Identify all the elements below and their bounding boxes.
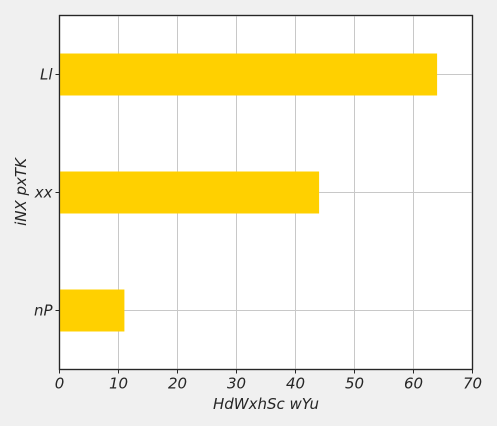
- x-tick-label: 30: [227, 375, 246, 393]
- y-tick-label: nP: [34, 302, 54, 320]
- bar-nP: [59, 289, 125, 332]
- x-tick-label: 0: [55, 375, 65, 393]
- x-tick-label: 20: [168, 375, 187, 393]
- x-axis-label: HdWxhSc wYu: [213, 395, 319, 413]
- y-axis-ticks: nP xx Ll: [34, 66, 60, 320]
- x-tick-label: 50: [345, 375, 364, 393]
- y-tick-label: Ll: [40, 66, 53, 84]
- bars: [59, 53, 438, 332]
- bar-xx: [59, 171, 320, 214]
- x-tick-label: 70: [463, 375, 482, 393]
- x-tick-label: 40: [286, 375, 305, 393]
- y-tick-label: xx: [34, 184, 53, 202]
- x-tick-label: 60: [404, 375, 423, 393]
- x-axis-ticks: 0 10 20 30 40 50 60 70: [55, 369, 482, 393]
- y-axis-label: iNX pxTK: [12, 157, 30, 226]
- bar-Ll: [59, 53, 438, 96]
- x-tick-label: 10: [109, 375, 128, 393]
